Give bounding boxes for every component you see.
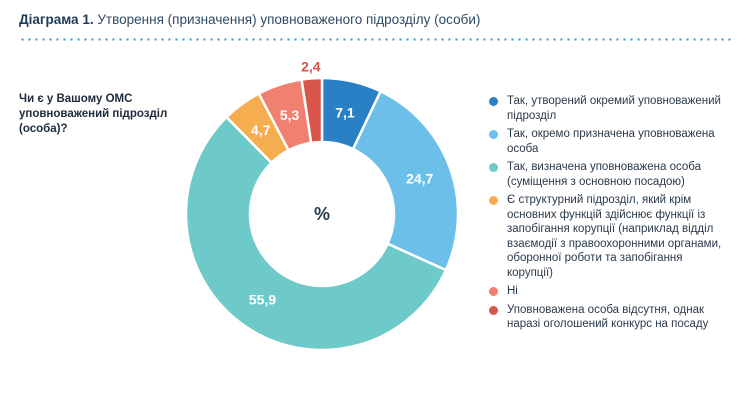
slice-label-6: 2,4: [301, 58, 321, 74]
donut-slice-3: [184, 115, 448, 352]
slice-label-3: 55,9: [249, 291, 276, 307]
slice-label-5: 5,3: [280, 107, 300, 123]
legend-item-3: Так, визначена уповноважена особа (суміщ…: [488, 160, 728, 189]
legend-dot-icon: [489, 130, 498, 139]
slice-label-4: 4,7: [251, 122, 271, 138]
legend-dot-icon: [489, 305, 498, 315]
legend-item-6: Уповноважена особа відсутня, однак нараз…: [488, 303, 728, 332]
slice-label-2: 24,7: [406, 170, 433, 186]
legend-dot-icon: [489, 196, 498, 205]
chart-title-text: Утворення (призначення) уповноваженого п…: [97, 12, 481, 27]
legend-dot-icon: [489, 287, 498, 296]
center-percent-label: %: [314, 204, 330, 224]
donut-slice-6: [300, 76, 324, 145]
chart-title-label: Діаграма 1.: [19, 12, 94, 27]
legend-item-2: Так, окремо призначена уповноважена особ…: [488, 127, 728, 156]
legend-item-4: Є структурний підрозділ, який крім основ…: [488, 193, 728, 280]
chart-legend: Так, утворений окремий уповноважений під…: [488, 94, 728, 336]
legend-label: Уповноважена особа відсутня, однак нараз…: [507, 303, 709, 331]
survey-question: Чи є у Вашому ОМС уповноважений підрозді…: [19, 93, 168, 135]
legend-label: Так, визначена уповноважена особа (суміщ…: [507, 161, 701, 188]
dotted-divider: [19, 38, 731, 41]
slice-label-1: 7,1: [335, 105, 355, 121]
legend-dot-icon: [489, 163, 498, 172]
legend-dot-icon: [489, 97, 498, 106]
legend-item-5: Ні: [488, 284, 728, 299]
donut-slice-2: [351, 89, 460, 272]
legend-item-1: Так, утворений окремий уповноважений під…: [488, 94, 728, 123]
chart-title: Діаграма 1. Утворення (призначення) упов…: [19, 12, 480, 27]
legend-label: Є структурний підрозділ, який крім основ…: [507, 194, 722, 279]
legend-label: Так, окремо призначена уповноважена особ…: [507, 128, 715, 155]
legend-label: Так, утворений окремий уповноважений під…: [507, 95, 721, 122]
legend-label: Ні: [507, 285, 518, 297]
